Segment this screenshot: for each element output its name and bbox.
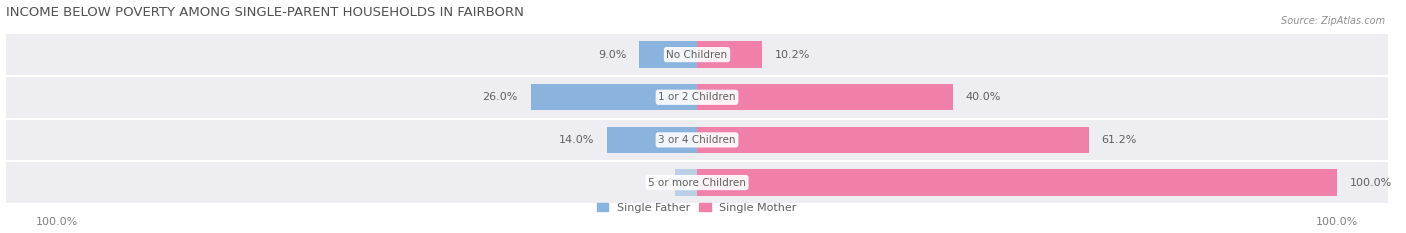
Text: 9.0%: 9.0% [598,50,627,60]
Text: 0.0%: 0.0% [657,178,685,188]
Text: INCOME BELOW POVERTY AMONG SINGLE-PARENT HOUSEHOLDS IN FAIRBORN: INCOME BELOW POVERTY AMONG SINGLE-PARENT… [6,6,523,19]
Legend: Single Father, Single Mother: Single Father, Single Mother [593,198,801,217]
Bar [640,41,697,68]
Bar [0,162,1402,203]
Bar [697,41,762,68]
Text: 40.0%: 40.0% [966,92,1001,102]
Bar [0,34,1402,75]
Bar [607,127,697,153]
Text: 26.0%: 26.0% [482,92,517,102]
Bar [530,84,697,110]
Bar [697,84,953,110]
Text: 10.2%: 10.2% [775,50,810,60]
Bar [0,120,1402,160]
Text: 3 or 4 Children: 3 or 4 Children [658,135,735,145]
Text: 100.0%: 100.0% [1350,178,1392,188]
Bar [675,169,697,196]
Text: Source: ZipAtlas.com: Source: ZipAtlas.com [1281,16,1385,26]
Text: 14.0%: 14.0% [560,135,595,145]
Text: 61.2%: 61.2% [1102,135,1137,145]
Bar [697,169,1337,196]
Text: No Children: No Children [666,50,727,60]
Bar [0,77,1402,117]
Text: 5 or more Children: 5 or more Children [648,178,747,188]
Text: 1 or 2 Children: 1 or 2 Children [658,92,735,102]
Bar [697,127,1088,153]
